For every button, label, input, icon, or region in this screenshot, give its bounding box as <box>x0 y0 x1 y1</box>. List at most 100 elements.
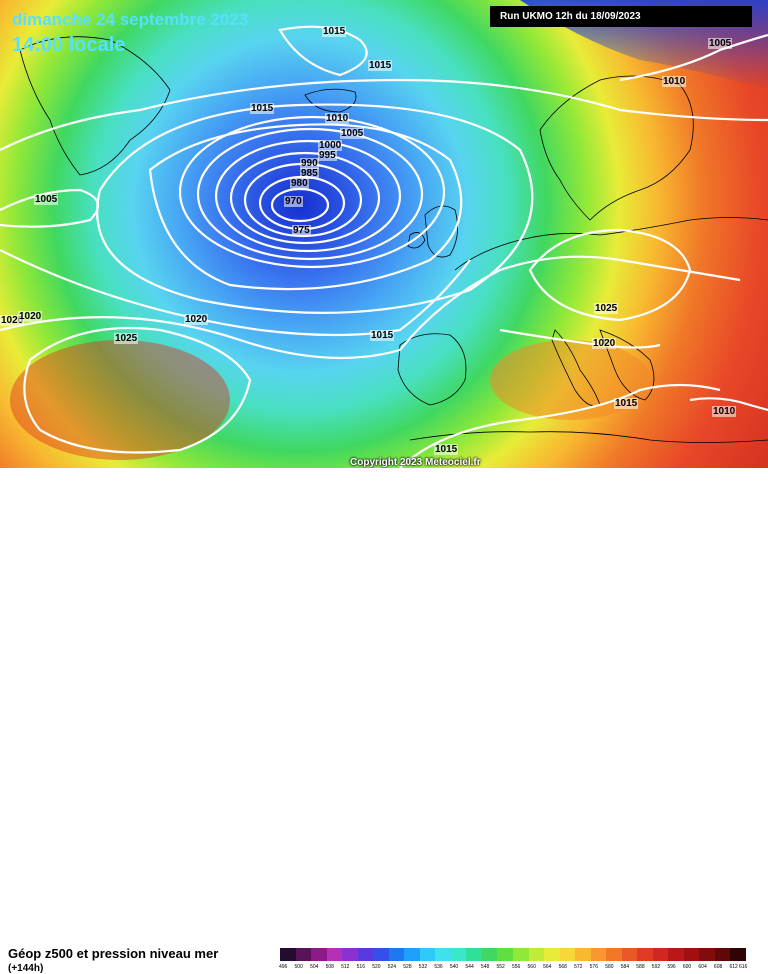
color-scale-label: 588 <box>636 964 645 970</box>
color-scale-cell <box>481 948 498 961</box>
color-scale-label: 508 <box>325 964 334 970</box>
color-scale-cell <box>466 948 483 961</box>
color-scale-label: 612 <box>729 964 738 970</box>
color-scale-label: 572 <box>574 964 583 970</box>
color-scale-cell <box>373 948 390 961</box>
copyright-notice: Copyright 2023 Meteociel.fr <box>350 457 481 468</box>
isobar-label: 1025 <box>114 333 139 344</box>
color-scale-label: 616 <box>739 964 748 970</box>
isobar-1000 <box>178 115 446 269</box>
color-scale-cell <box>668 948 685 961</box>
color-scale-legend: 496 500 504 508 512 516 520 524 528 532 536 540 544 5… <box>279 948 748 972</box>
color-scale-cell <box>590 948 607 961</box>
color-scale-label: 556 <box>512 964 521 970</box>
isobar-label: 1000 <box>318 140 343 151</box>
isobar-label: 990 <box>300 158 319 169</box>
color-scale-cell <box>637 948 654 961</box>
isobar-1015-d <box>399 383 721 468</box>
color-scale-label: 592 <box>651 964 661 970</box>
color-scale-label: 500 <box>294 964 303 970</box>
weather-map: dimanche 24 septembre 2023 14:00 locale … <box>0 0 768 468</box>
color-scale-cell <box>404 948 421 961</box>
color-scale-cell <box>559 948 576 961</box>
isobar-995 <box>196 127 424 261</box>
isobar-1015-a <box>0 78 768 151</box>
color-scale-label: 564 <box>543 964 552 970</box>
color-scale-label: 560 <box>527 964 536 970</box>
color-scale-label: 552 <box>496 964 505 970</box>
color-scale-label: 604 <box>698 964 707 970</box>
scandinavia-coast <box>539 75 694 221</box>
color-scale-cell <box>357 948 374 961</box>
isobar-985 <box>229 151 381 245</box>
southwest-warm-core <box>10 340 230 460</box>
isobar-label: 1005 <box>708 38 733 49</box>
isobar-1015-b <box>0 249 471 337</box>
color-scale-cell <box>621 948 638 961</box>
isobar-label: 975 <box>292 225 311 236</box>
isobar-1020 <box>0 255 741 360</box>
isobar-970 <box>270 187 330 223</box>
isobar-label: 985 <box>300 168 319 179</box>
isobar-1025-a <box>23 326 252 454</box>
iceland-coast <box>304 88 357 113</box>
color-scale-cell <box>699 948 716 961</box>
isobar-label: 1015 <box>368 60 393 71</box>
isobar-label: 1005 <box>34 194 59 205</box>
color-scale-cell <box>714 948 731 961</box>
color-scale-label: 548 <box>480 964 490 970</box>
color-scale-cell <box>295 948 312 961</box>
color-scale-cell <box>730 948 747 961</box>
color-scale-cell <box>311 948 328 961</box>
isobar-990 <box>214 139 402 253</box>
color-scale-cell <box>280 948 297 961</box>
color-scale-cell <box>450 948 467 961</box>
color-scale-cell <box>513 948 530 961</box>
color-scale-cell <box>388 948 405 961</box>
color-scale-cell <box>528 948 545 961</box>
color-scale-label: 584 <box>620 964 630 970</box>
color-scale-label: 496 <box>279 964 288 970</box>
balkans-coast <box>599 329 655 401</box>
color-scale-label: 540 <box>449 964 459 970</box>
isobar-label: 1010 <box>325 113 350 124</box>
forecast-date: dimanche 24 septembre 2023 <box>12 10 249 29</box>
color-scale-label: 600 <box>682 964 692 970</box>
color-scale-label: 568 <box>558 964 567 970</box>
isobar-1010-se <box>689 397 768 412</box>
color-scale-cell <box>683 948 700 961</box>
isobar-1010-ne <box>619 33 768 82</box>
color-scale-label: 544 <box>465 964 474 970</box>
color-scale-label: 516 <box>356 964 365 970</box>
europe-coast <box>454 217 768 271</box>
color-scale-cell <box>544 948 561 961</box>
color-scale-label: 576 <box>589 964 598 970</box>
color-scale-label: 580 <box>605 964 614 970</box>
isobar-label: 1015 <box>250 103 275 114</box>
color-scale-label: 512 <box>341 964 350 970</box>
map-canvas <box>0 0 768 468</box>
greenland-coast <box>19 36 171 176</box>
isobar-label: 995 <box>318 150 337 161</box>
isobar-label: 1020 <box>18 311 43 322</box>
color-scale-cell <box>342 948 359 961</box>
color-scale-label: 520 <box>372 964 381 970</box>
isobar-label: 1005 <box>340 128 365 139</box>
north-africa-coast <box>409 431 768 443</box>
isobar-label: 1015 <box>434 444 459 455</box>
field-description: Géop z500 et pression niveau mer <box>8 946 219 961</box>
isobar-label: 1010 <box>662 76 687 87</box>
isobar-1005-a <box>148 123 463 291</box>
color-scale-label: 532 <box>418 964 428 970</box>
color-scale-cell <box>435 948 452 961</box>
color-scale-cell <box>652 948 669 961</box>
isobar-label: 980 <box>290 178 309 189</box>
low-center-label: 970 <box>284 196 303 207</box>
color-scale-cell <box>419 948 436 961</box>
map-footer: Géop z500 et pression niveau mer (+144h)… <box>0 468 768 974</box>
iberia-coast <box>397 333 467 406</box>
color-scale-cell <box>326 948 343 961</box>
color-scale-label: 596 <box>667 964 676 970</box>
color-scale-cell <box>497 948 514 961</box>
